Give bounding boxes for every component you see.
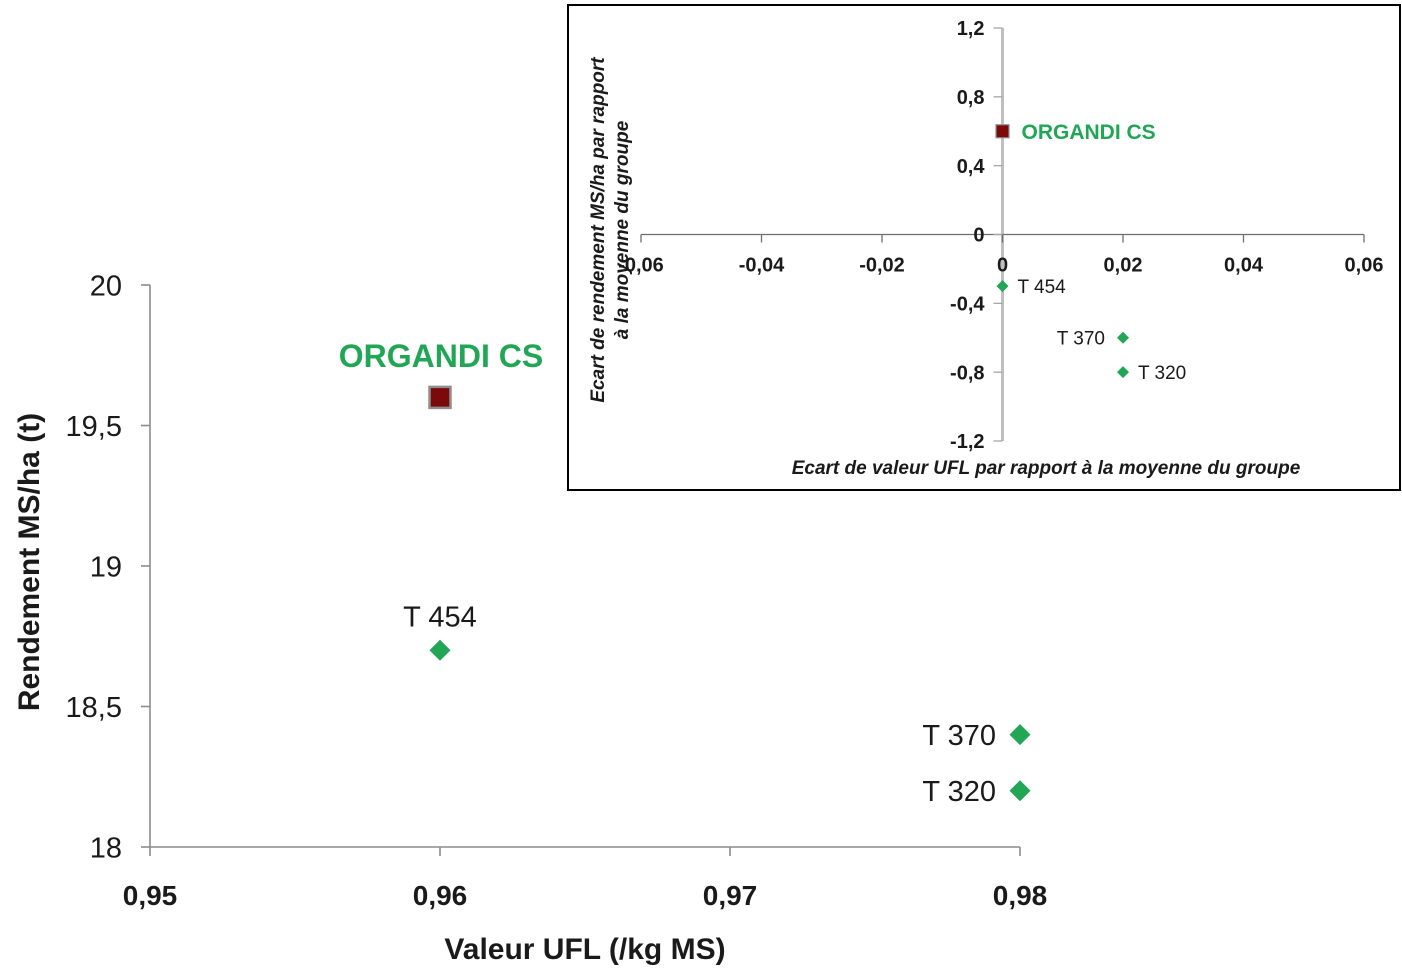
- inset-point-t-454-label: T 454: [1018, 277, 1067, 298]
- inset-y-tick-label: 1,2: [957, 18, 985, 40]
- main-x-tick-label: 0,97: [703, 880, 758, 911]
- inset-point-t-370-label: T 370: [1057, 329, 1105, 350]
- main-y-tick-label: 20: [90, 270, 122, 302]
- main-points: ORGANDI CS T 454 T 370 T 320: [339, 338, 1031, 808]
- inset-points: ORGANDI CS T 454 T 370 T 320: [995, 121, 1186, 384]
- main-y-tick-label: 19,5: [66, 411, 122, 443]
- main-point-t-454-marker: [429, 639, 451, 661]
- main-y-tick-label: 18: [90, 832, 122, 864]
- inset-x-tick-label: 0: [997, 255, 1008, 277]
- inset-point-organdi-cs-label: ORGANDI CS: [1022, 121, 1156, 144]
- inset-frame: [567, 4, 1401, 491]
- inset-point-t-320-label: T 320: [1138, 363, 1186, 384]
- inset-x-tick-label: 0,04: [1224, 255, 1264, 277]
- inset-y-tick-label: 0,4: [957, 156, 986, 178]
- inset-x-axis-title: Ecart de valeur UFL par rapport à la moy…: [792, 458, 1301, 479]
- main-x-axis-title: Valeur UFL (/kg MS): [444, 933, 725, 966]
- inset-y-tick-label: 0,8: [957, 87, 985, 109]
- main-y-tick-label: 18,5: [66, 692, 122, 724]
- main-x-tick-label: 0,96: [413, 880, 468, 911]
- inset-point-t-370-marker: [1117, 331, 1129, 344]
- inset-x-tick-label: -0,02: [859, 255, 905, 277]
- inset-point-organdi-cs-marker: [995, 124, 1010, 139]
- main-point-organdi-cs-label: ORGANDI CS: [339, 338, 543, 374]
- inset-y-axis-title: Ecart de rendement MS/ha par rapport à l…: [588, 57, 633, 403]
- inset-point-t-454-marker: [996, 280, 1009, 293]
- inset-y-tick-label: -0,8: [950, 362, 984, 384]
- inset-x-tick-label: 0,02: [1104, 255, 1143, 277]
- main-y-axis-title: Rendement MS/ha (t): [13, 413, 46, 711]
- main-point-organdi-cs-marker: [428, 385, 452, 410]
- inset-x-tick-label: -0,04: [739, 255, 785, 277]
- inset-point-t-320-marker: [1117, 366, 1129, 379]
- main-x-tick-label: 0,95: [123, 880, 178, 911]
- main-point-t-320-marker: [1009, 780, 1031, 802]
- main-y-tick-label: 19: [90, 551, 122, 583]
- main-point-t-320-label: T 320: [922, 776, 996, 808]
- inset-y-tick-label: -1,2: [950, 431, 984, 453]
- main-point-t-370-label: T 370: [922, 720, 996, 752]
- main-chart: 0,95 0,96 0,97 0,98 18 18,5 19 19,5 20 ORGANDI C…: [13, 270, 1047, 965]
- inset-y-tick-label: -0,4: [950, 294, 985, 316]
- inset-y-axis-title-line-1: Ecart de rendement MS/ha par rapport: [588, 57, 609, 403]
- main-point-t-454-label: T 454: [403, 602, 477, 634]
- inset-axes: -0,06 -0,04 -0,02 0 0,02 0,04 0,06 1,2 0,8 0,4 0 -0…: [618, 18, 1383, 453]
- main-point-t-370-marker: [1009, 724, 1031, 746]
- main-y-axis-title-group: Rendement MS/ha (t): [13, 413, 46, 711]
- inset-y-axis-title-line-2: à la moyenne du groupe: [612, 120, 633, 339]
- inset-x-tick-label: -0,06: [618, 255, 664, 277]
- inset-chart: -0,06 -0,04 -0,02 0 0,02 0,04 0,06 1,2 0,8 0,4 0 -0…: [567, 4, 1401, 491]
- inset-x-tick-label: 0,06: [1345, 255, 1384, 277]
- inset-y-tick-label: 0: [973, 225, 984, 247]
- main-x-tick-label: 0,98: [993, 880, 1048, 911]
- main-axes: 0,95 0,96 0,97 0,98 18 18,5 19 19,5 20: [66, 270, 1048, 911]
